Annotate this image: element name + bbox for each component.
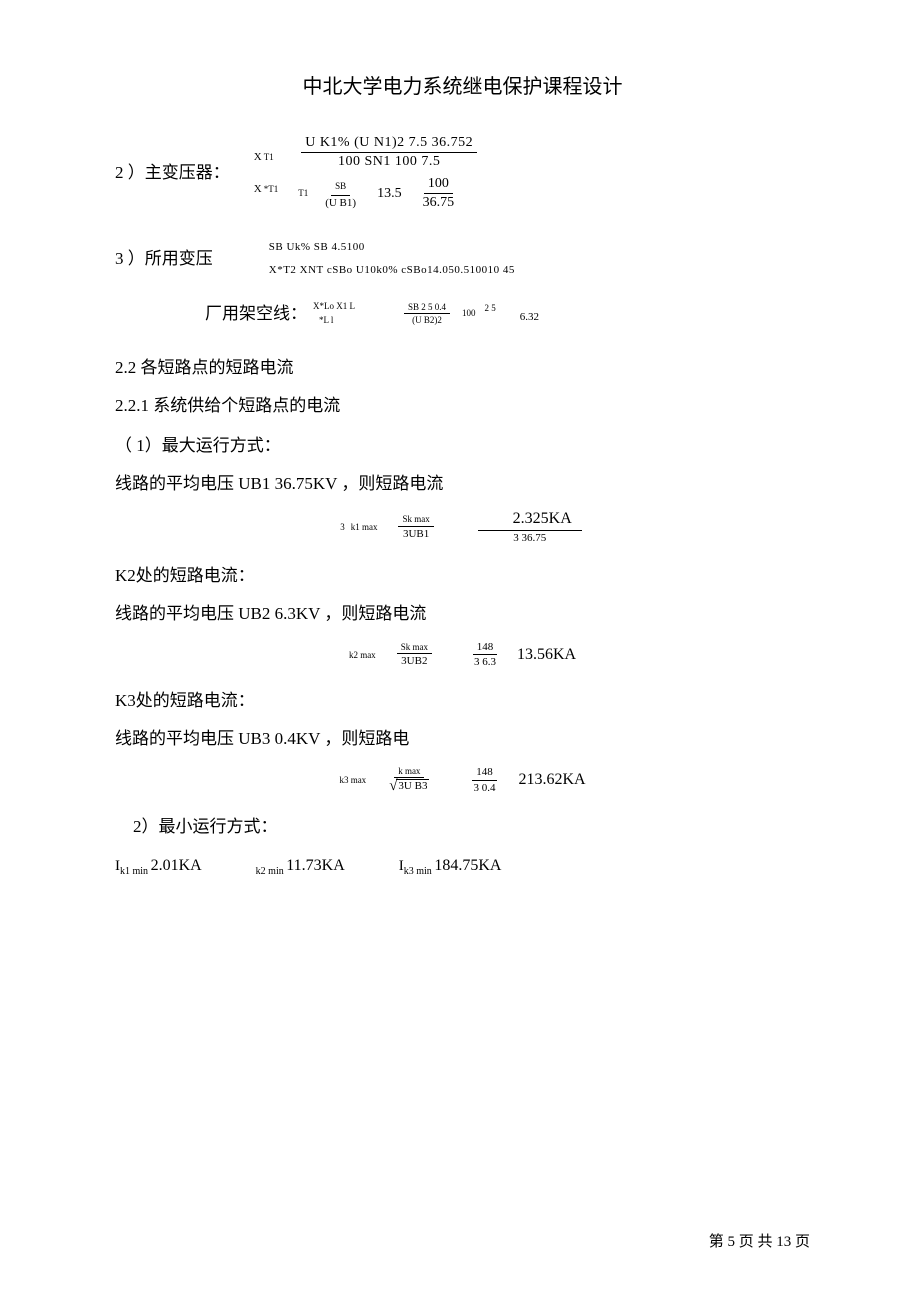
min-mode-values: Ik1 min 2.01KA k2 min 11.73KA Ik3 min 18… bbox=[115, 857, 810, 877]
overhead-tail: 6.32 bbox=[520, 309, 539, 326]
overhead-sym-col: X*Lo X1 L *L l bbox=[313, 300, 355, 327]
xt1-f2a-n: SB bbox=[331, 178, 350, 196]
overhead-eq: SB 2 5 0.4 (U B2)2 100 2 5 6.32 bbox=[401, 302, 539, 326]
xt1b-x: X bbox=[254, 183, 262, 195]
aux-eq-top: SB Uk% SB 4.5100 bbox=[269, 239, 515, 256]
xt1-sub: T1 bbox=[264, 152, 274, 162]
section-2-2: 2.2 各短路点的短路电流 bbox=[115, 353, 810, 378]
overhead-line-label: 厂用架空线： bbox=[205, 301, 307, 327]
xt1-symbol: XT1 bbox=[254, 149, 278, 166]
k2-f1-n: Sk max bbox=[397, 642, 432, 654]
k1-frac1: Sk max 3UB1 bbox=[398, 514, 433, 540]
k3-f1-n: k max bbox=[394, 766, 424, 778]
xt1-f2a-n-t: SB bbox=[335, 181, 346, 191]
k1-intro: 线路的平均电压 UB1 36.75KV ，则短路电流 bbox=[115, 468, 810, 500]
aux-transformer-block: 3 ）所用变压 SB Uk% SB 4.5100 X*T2 XNT cSBo U… bbox=[115, 239, 810, 278]
k1-f2-n: 2.325KA bbox=[478, 510, 582, 530]
xt1-frac1: U K1% (U N1)2 7.5 36.752 100 SN1 100 7.5 bbox=[301, 135, 477, 170]
main-transformer-block: 2 ）主变压器： XT1 X*T1 U K1% (U N1)2 7.5 36.7… bbox=[115, 135, 810, 211]
overhead-f1-d: (U B2)2 bbox=[408, 314, 446, 325]
k3-label: K3处的短路电流： bbox=[115, 685, 810, 717]
xt1-x: X bbox=[254, 151, 262, 163]
max-mode-label: （ 1）最大运行方式： bbox=[115, 430, 810, 462]
overhead-mid: 2 5 bbox=[485, 302, 496, 316]
sqrt-wrap: √ 3U B3 bbox=[389, 779, 429, 794]
k2-label: K2处的短路电流： bbox=[115, 560, 810, 592]
main-transformer-label: 2 ）主变压器： bbox=[115, 160, 230, 186]
k2-frac1: Sk max 3UB2 bbox=[397, 642, 432, 668]
k2-lhs-sub: k2 max bbox=[349, 650, 376, 660]
xt1-frac1-den: 100 SN1 100 7.5 bbox=[334, 153, 444, 170]
k2-intro: 线路的平均电压 UB2 6.3KV ，则短路电流 bbox=[115, 598, 810, 630]
k1-equation: 3 k1 max Sk max 3UB1 2.325KA 3 36.75 bbox=[115, 510, 810, 544]
section-2-2-1: 2.2.1 系统供给个短路点的电流 bbox=[115, 392, 365, 419]
k3-frac2: 148 3 0.4 bbox=[469, 766, 499, 794]
overhead-sym1: X*Lo X1 L bbox=[313, 300, 355, 314]
k1-f1-d: 3UB1 bbox=[399, 527, 433, 541]
xt1-f2b-d: 36.75 bbox=[419, 194, 459, 211]
k1-f2-d: 3 36.75 bbox=[509, 531, 550, 545]
document-page: 中北大学电力系统继电保护课程设计 2 ）主变压器： XT1 X*T1 U K1%… bbox=[0, 0, 920, 1303]
aux-transformer-eqs: SB Uk% SB 4.5100 X*T2 XNT cSBo U10k0% cS… bbox=[269, 239, 515, 278]
k3-f2-n: 148 bbox=[472, 766, 497, 781]
k1-val: 2.325KA bbox=[513, 510, 572, 527]
k2-equation: k2 max Sk max 3UB2 148 3 6.3 13.56KA bbox=[115, 641, 810, 669]
k3-frac1: k max √ 3U B3 bbox=[385, 766, 433, 795]
k2-frac2: 148 3 6.3 bbox=[470, 641, 500, 669]
ik2-min: k2 min 11.73KA bbox=[256, 857, 345, 877]
k1-f1-n: Sk max bbox=[398, 514, 433, 526]
k3-val: 213.62KA bbox=[518, 771, 585, 789]
k2-f2-n: 148 bbox=[473, 641, 498, 656]
page-title: 中北大学电力系统继电保护课程设计 bbox=[115, 70, 810, 99]
xt1-f2b-n: 100 bbox=[424, 176, 453, 194]
main-transformer-eqs: U K1% (U N1)2 7.5 36.752 100 SN1 100 7.5… bbox=[298, 135, 480, 211]
xt1-frac1-num: U K1% (U N1)2 7.5 36.752 bbox=[301, 135, 477, 153]
xt1-frac2b: 100 36.75 bbox=[419, 176, 459, 211]
xt1b-sub: *T1 bbox=[264, 184, 279, 194]
page-footer: 第 5 页 共 13 页 bbox=[709, 1230, 810, 1251]
k1-lhs-pre: 3 bbox=[340, 522, 345, 532]
overhead-line-block: 厂用架空线： X*Lo X1 L *L l SB 2 5 0.4 (U B2)2… bbox=[205, 300, 810, 327]
overhead-f2-n: 100 bbox=[462, 307, 476, 321]
k3-intro: 线路的平均电压 UB3 0.4KV ，则短路电 bbox=[115, 723, 810, 755]
ik1-min: Ik1 min 2.01KA bbox=[115, 857, 202, 877]
xt1-l2-mid: 13.5 bbox=[377, 183, 402, 204]
k3-f2-d: 3 0.4 bbox=[469, 781, 499, 795]
k1-frac2: 2.325KA 3 36.75 bbox=[478, 510, 582, 544]
k3-lhs-sub: k3 max bbox=[339, 775, 366, 785]
xt1b-symbol: X*T1 bbox=[254, 181, 278, 198]
k2-f2-d: 3 6.3 bbox=[470, 655, 500, 669]
overhead-frac2: 100 bbox=[462, 307, 476, 321]
k2-val: 13.56KA bbox=[517, 646, 576, 664]
overhead-frac1: SB 2 5 0.4 (U B2)2 bbox=[404, 302, 450, 326]
k1-lhs-sub: k1 max bbox=[351, 522, 378, 532]
xt1-l2-pre: T1 bbox=[298, 187, 308, 201]
k3-sqrt-body: 3U B3 bbox=[396, 779, 429, 794]
k3-equation: k3 max k max √ 3U B3 148 3 0.4 213.62KA bbox=[115, 766, 810, 795]
xt1-frac2a: SB (U B1) bbox=[321, 178, 360, 210]
overhead-sym2: *L l bbox=[319, 314, 355, 328]
xt1-eq-line2: T1 SB (U B1) 13.5 100 36.75 bbox=[298, 176, 480, 211]
min-mode-label: 2）最小运行方式： bbox=[133, 811, 810, 843]
overhead-f1-n: SB 2 5 0.4 bbox=[404, 302, 450, 314]
xt-symbols: XT1 X*T1 bbox=[254, 149, 278, 198]
aux-eq-bottom: X*T2 XNT cSBo U10k0% cSBo14.050.510010 4… bbox=[269, 262, 515, 279]
k3-f1-d: √ 3U B3 bbox=[385, 778, 433, 795]
xt1-eq-line1: U K1% (U N1)2 7.5 36.752 100 SN1 100 7.5 bbox=[298, 135, 480, 170]
ik3-min: Ik3 min 184.75KA bbox=[399, 857, 502, 877]
k2-f1-d: 3UB2 bbox=[397, 654, 431, 668]
xt1-f2a-d: (U B1) bbox=[321, 196, 360, 210]
aux-transformer-label: 3 ）所用变压 bbox=[115, 246, 213, 272]
